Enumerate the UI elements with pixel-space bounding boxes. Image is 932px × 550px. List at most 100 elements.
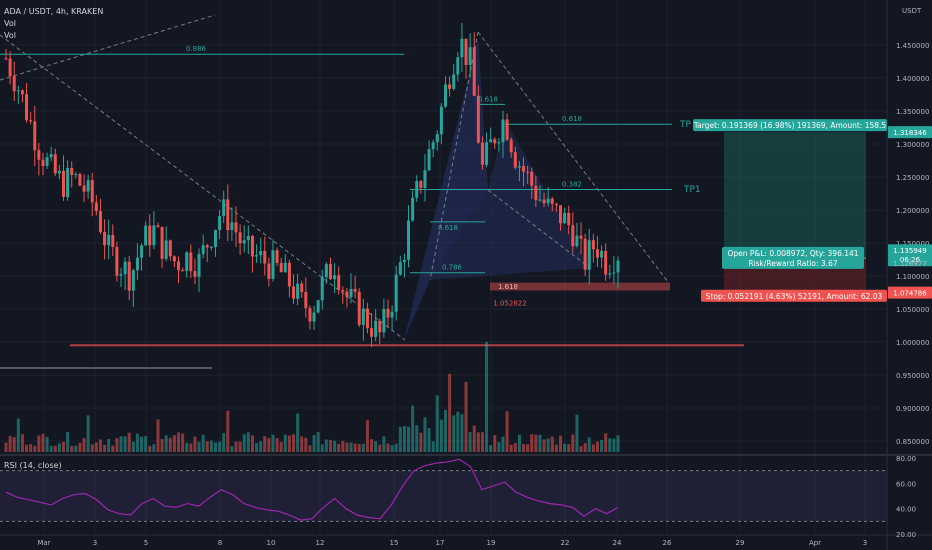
- volume-bar: [579, 445, 583, 452]
- volume-bar: [111, 445, 115, 452]
- candle-body: [300, 283, 304, 293]
- candle-body: [230, 222, 234, 231]
- candle-body: [493, 139, 497, 144]
- labels: 0.886 0.618 0.382 0.618 0.618 0.786 1.618 1.052…: [186, 45, 932, 307]
- candle-body: [464, 38, 468, 65]
- candle-body: [279, 263, 283, 273]
- volume-bar: [304, 437, 308, 452]
- candle-body: [337, 275, 341, 291]
- volume-bar: [115, 438, 119, 452]
- candle-body: [271, 250, 275, 279]
- volume-bar: [230, 445, 234, 452]
- candle-body: [571, 225, 575, 247]
- symbol-title[interactable]: ADA / USDT, 4h, KRAKEN: [4, 7, 103, 16]
- price-tick-label: 1.350000: [896, 108, 929, 116]
- volume-bar: [407, 426, 411, 452]
- rsi-tick-label: 20.00: [896, 531, 916, 539]
- volume-bar: [583, 443, 587, 452]
- fib-label: 0.618: [438, 224, 458, 232]
- volume-bars: [4, 342, 620, 452]
- candle-body: [546, 198, 550, 204]
- candle-body: [563, 212, 567, 224]
- volume-bar: [193, 436, 197, 452]
- price-tick-label: 0.850000: [896, 438, 929, 446]
- candle-body: [378, 320, 382, 333]
- volume-bar: [558, 435, 562, 452]
- time-tick-label: 8: [218, 539, 222, 547]
- candle-body: [320, 277, 324, 301]
- volume-bar: [181, 433, 185, 452]
- volume-bar: [255, 443, 259, 452]
- volume-bar: [616, 435, 620, 452]
- rsi-band-fill: [0, 470, 887, 522]
- candle-body: [374, 320, 378, 337]
- candle-body: [263, 251, 267, 264]
- candle-body: [522, 166, 526, 172]
- price-tick-label: 1.150000: [896, 240, 929, 248]
- volume-bar: [201, 434, 205, 452]
- volume-bar: [242, 434, 246, 452]
- candle-body: [439, 106, 443, 135]
- time-tick-label: Apr: [809, 539, 821, 547]
- rsi-tick-label: 60.00: [896, 480, 916, 488]
- candle-body: [246, 235, 250, 241]
- volume-bar: [131, 441, 135, 452]
- candle-body: [222, 199, 226, 217]
- volume-bar: [431, 441, 435, 452]
- candle-body: [250, 235, 254, 257]
- volume-legend-2[interactable]: Vol: [4, 31, 16, 40]
- volume-legend-1[interactable]: Vol: [4, 19, 16, 28]
- volume-bar: [185, 442, 189, 452]
- candle-body: [144, 225, 148, 246]
- time-tick-label: 22: [561, 539, 570, 547]
- fib-label: 0.886: [186, 45, 207, 53]
- volume-bar: [324, 439, 328, 452]
- volume-bar: [16, 418, 20, 452]
- volume-bar: [526, 444, 530, 452]
- candle-body: [370, 328, 374, 337]
- volume-bar: [374, 441, 378, 452]
- volume-bar: [213, 442, 217, 452]
- volume-bar: [86, 415, 90, 452]
- candle-body: [456, 57, 460, 75]
- volume-bar: [57, 443, 61, 452]
- volume-bar: [78, 442, 82, 452]
- volume-bar: [41, 433, 45, 452]
- volume-bar: [522, 444, 526, 452]
- volume-bar: [90, 444, 94, 452]
- volume-bar: [563, 443, 567, 452]
- volume-bar: [550, 436, 554, 452]
- candle-body: [357, 291, 361, 325]
- price-tick-label: 1.400000: [896, 75, 929, 83]
- candle-body: [394, 274, 398, 312]
- time-tick-label: 12: [316, 539, 325, 547]
- candle-body: [386, 308, 390, 318]
- volume-bar: [218, 441, 222, 452]
- candle-body: [530, 171, 534, 186]
- candle-body: [296, 283, 300, 299]
- candle-body: [168, 240, 172, 257]
- candle-body: [49, 154, 53, 158]
- volume-bar: [316, 432, 320, 452]
- volume-bar: [296, 413, 300, 452]
- candle-body: [193, 271, 197, 277]
- candle-body: [443, 84, 447, 107]
- volume-bar: [312, 434, 316, 452]
- candle-body: [460, 38, 464, 58]
- pnl-label-bg: [722, 246, 864, 269]
- volume-bar: [554, 444, 558, 452]
- candle-body: [333, 275, 337, 280]
- candle-body: [501, 119, 505, 143]
- time-tick-label: 10: [267, 539, 276, 547]
- fib-label: 0.382: [562, 181, 582, 189]
- candle-body: [275, 250, 279, 264]
- volume-bar: [575, 414, 579, 452]
- candle-body: [66, 168, 70, 197]
- time-tick-label: 15: [390, 539, 399, 547]
- candle-body: [197, 254, 201, 277]
- volume-bar: [20, 434, 24, 452]
- candle-body: [558, 205, 562, 224]
- volume-bar: [538, 434, 542, 452]
- rsi-legend[interactable]: RSI (14, close): [4, 461, 62, 470]
